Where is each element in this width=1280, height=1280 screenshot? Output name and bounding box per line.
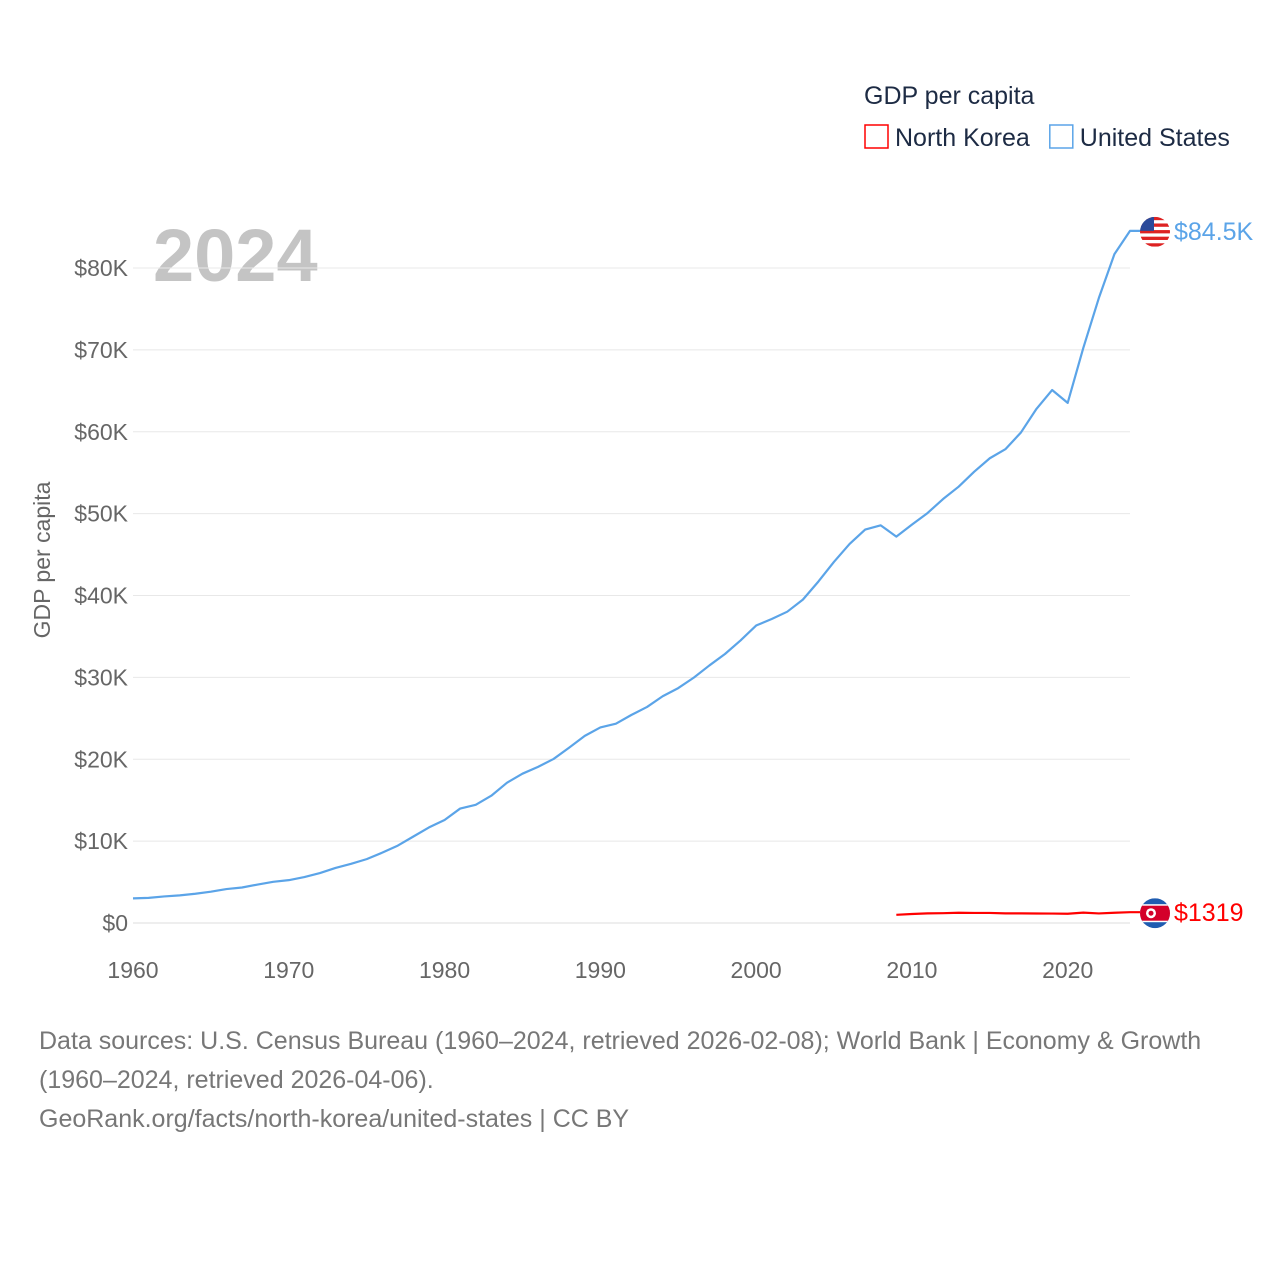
y-tick-label: $50K — [74, 501, 128, 527]
series-line-north-korea — [896, 911, 1145, 916]
legend-swatch — [864, 124, 889, 149]
gdp-chart: 2024 $0 $10K $20K $30K $40K $50K $60K $70K $80K 19… — [29, 82, 1254, 983]
x-tick-label: 1970 — [263, 957, 314, 983]
x-tick-label: 1990 — [575, 957, 626, 983]
y-tick-label: $0 — [102, 910, 128, 936]
y-tick-label: $30K — [74, 664, 128, 690]
sources-text: Data sources: U.S. Census Bureau (1960–2… — [39, 1027, 1202, 1094]
x-tick-label: 1980 — [419, 957, 470, 983]
y-tick-label: $20K — [74, 746, 128, 772]
north-korea-flag-icon — [1140, 898, 1170, 929]
attribution-link[interactable]: GeoRank.org/facts/north-korea/united-sta… — [39, 1105, 630, 1133]
x-tick-label: 2000 — [731, 957, 782, 983]
y-tick-label: $60K — [74, 419, 128, 445]
x-tick-label: 2020 — [1042, 957, 1093, 983]
x-tick-label: 1960 — [107, 957, 158, 983]
y-tick-label: $40K — [74, 583, 128, 609]
y-tick-label: $10K — [74, 828, 128, 854]
y-tick-label: $80K — [74, 255, 128, 281]
us-flag-icon — [1140, 216, 1170, 247]
x-tick-label: 2010 — [886, 957, 937, 983]
legend-title: GDP per capita — [864, 82, 1035, 110]
end-value-label: $84.5K — [1174, 218, 1254, 246]
end-value-label: $1319 — [1174, 899, 1244, 927]
y-tick-label: $70K — [74, 337, 128, 363]
year-label: 2024 — [153, 214, 318, 297]
series-line-united-states — [132, 229, 1145, 900]
sources: Data sources: U.S. Census Bureau (1960–2… — [39, 1022, 1239, 1139]
legend-swatch — [1049, 124, 1074, 149]
legend-label: North Korea — [895, 124, 1030, 152]
legend-label: United States — [1080, 124, 1230, 152]
y-axis-label: GDP per capita — [29, 481, 55, 638]
